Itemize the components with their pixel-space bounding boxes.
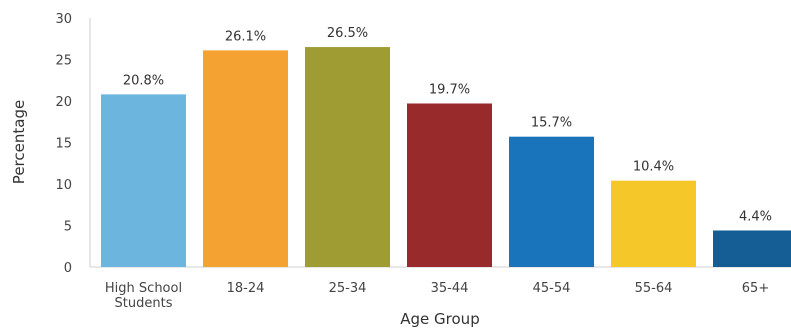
bar-data-label: 19.7% <box>429 82 470 97</box>
y-tick-label: 15 <box>55 137 72 152</box>
y-tick-label: 25 <box>55 54 72 69</box>
x-category-label: Students <box>115 296 173 311</box>
bar <box>611 180 696 267</box>
x-category-label: High School <box>105 281 182 296</box>
y-tick-label: 5 <box>64 220 72 235</box>
x-category-label: 55-64 <box>635 281 673 296</box>
bar <box>305 47 390 267</box>
bar-data-label: 26.5% <box>327 26 368 41</box>
bar <box>509 136 594 267</box>
bar <box>101 94 186 267</box>
y-tick-label: 20 <box>55 95 72 110</box>
bar-data-label: 10.4% <box>633 160 674 175</box>
bar-data-label: 26.1% <box>225 29 266 44</box>
x-axis-title: Age Group <box>400 310 479 328</box>
y-tick-label: 0 <box>64 261 72 276</box>
x-category-label: 35-44 <box>431 281 469 296</box>
y-axis-title: Percentage <box>10 100 28 184</box>
x-category-label: 18-24 <box>227 281 265 296</box>
y-tick-label: 10 <box>55 178 72 193</box>
bar-data-label: 15.7% <box>531 116 572 131</box>
x-category-label: 25-34 <box>329 281 367 296</box>
y-tick-label: 30 <box>55 12 72 27</box>
bar <box>203 50 288 268</box>
bar-data-label: 20.8% <box>123 73 164 88</box>
x-category-label: 65+ <box>742 281 769 296</box>
bar-data-label: 4.4% <box>739 209 772 224</box>
x-category-label: 45-54 <box>533 281 571 296</box>
bar <box>407 103 492 268</box>
bar <box>713 230 791 267</box>
